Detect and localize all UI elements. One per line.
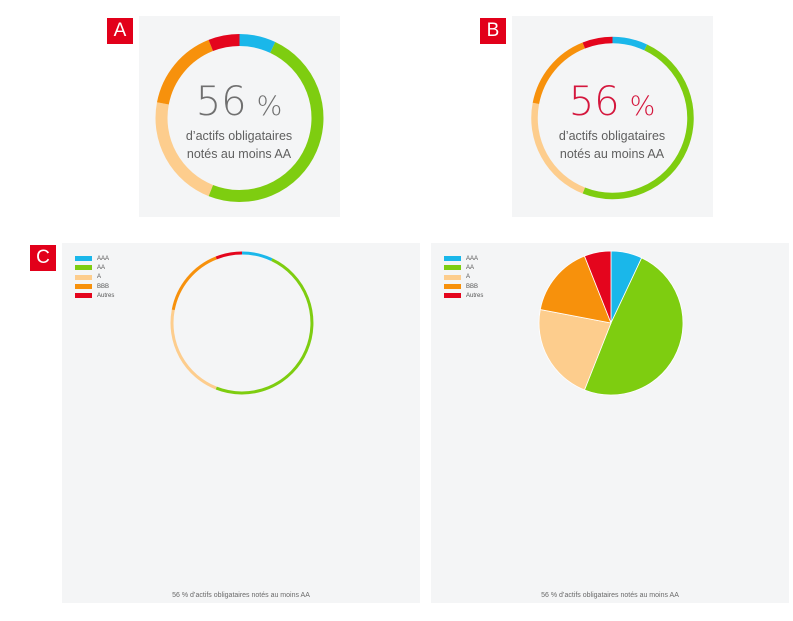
slice-bbb	[171, 256, 217, 311]
legend-item-a: A	[75, 273, 114, 282]
slice-aa	[215, 258, 314, 395]
label-c: C	[30, 245, 56, 271]
legend-swatch	[444, 293, 461, 299]
legend-label: BBB	[97, 283, 110, 290]
slice-autres	[208, 34, 240, 52]
legend-label: Autres	[466, 292, 484, 299]
legend-label: A	[97, 274, 102, 281]
legend-label: AA	[466, 264, 475, 271]
slice-aaa	[241, 251, 273, 262]
center-text-line-1: d’actifs obligataires	[559, 129, 665, 143]
legend-item-autres: Autres	[444, 291, 483, 300]
donut-panel-b: 56% d’actifs obligataires notés au moins…	[512, 16, 713, 217]
slice-aa	[208, 41, 324, 202]
legend-item-bbb: BBB	[75, 282, 114, 291]
slice-bbb	[539, 255, 612, 324]
chart-caption: 56 % d’actifs obligataires notés au moin…	[172, 592, 310, 599]
label-b: B	[480, 18, 506, 44]
legend-item-aaa: AAA	[444, 254, 483, 263]
legend-label: AAA	[466, 255, 479, 262]
legend-swatch	[444, 265, 461, 271]
slice-a	[531, 102, 586, 194]
legend-swatch	[75, 265, 92, 271]
legend-item-autres: Autres	[75, 291, 114, 300]
ring-panel: AAA AA A BBB Autres 56 % d’actifs obligatair…	[62, 243, 420, 603]
slice-autres	[215, 251, 243, 260]
legend-item-aaa: AAA	[75, 254, 114, 263]
slice-autres	[582, 36, 613, 49]
pie-slices	[538, 250, 684, 396]
slice-a	[170, 309, 217, 390]
pie-chart	[538, 250, 684, 396]
slice-aa	[583, 257, 684, 396]
legend-swatch	[444, 274, 461, 280]
donut-chart-b: 56% d’actifs obligataires notés au moins…	[531, 36, 694, 200]
legend-swatch	[75, 256, 92, 262]
slice-aaa	[612, 36, 648, 51]
center-text-line-1: d’actifs obligataires	[186, 129, 292, 143]
slice-bbb	[532, 42, 586, 105]
donut-slices	[155, 34, 324, 202]
legend-label: A	[466, 274, 471, 281]
legend-item-aa: AA	[75, 263, 114, 272]
donut-chart-a: 56% d’actifs obligataires notés au moins…	[155, 34, 324, 202]
legend-item-bbb: BBB	[444, 282, 483, 291]
slice-aa	[582, 44, 694, 200]
legend-label: BBB	[466, 283, 479, 290]
legend-label: Autres	[97, 292, 115, 299]
center-text-line-2: notés au moins AA	[187, 147, 292, 161]
donut-panel-a: 56% d’actifs obligataires notés au moins…	[139, 16, 340, 217]
pie-panel: AAA AA A BBB Autres 56 % d’actifs obligatair…	[431, 243, 789, 603]
donut-slices	[531, 36, 694, 200]
slice-aaa	[239, 34, 276, 53]
legend-item-a: A	[444, 273, 483, 282]
ring-chart	[170, 251, 314, 395]
center-value: 56%	[196, 79, 283, 125]
center-text-line-2: notés au moins AA	[560, 147, 665, 161]
legend-swatch	[444, 256, 461, 262]
legend-swatch	[75, 293, 92, 299]
legend-label: AA	[97, 264, 106, 271]
legend-swatch	[75, 274, 92, 280]
legend-label: AAA	[97, 255, 110, 262]
legend: AAA AA A BBB Autres	[444, 254, 483, 300]
ring-slices	[170, 251, 314, 395]
legend-swatch	[444, 284, 461, 290]
center-value: 56%	[569, 79, 656, 125]
label-a: A	[107, 18, 133, 44]
chart-caption: 56 % d’actifs obligataires notés au moin…	[541, 592, 679, 599]
slice-a	[538, 309, 612, 391]
legend-item-aa: AA	[444, 263, 483, 272]
slice-a	[155, 102, 214, 197]
legend: AAA AA A BBB Autres	[75, 254, 114, 300]
slice-autres	[583, 250, 612, 324]
slice-bbb	[156, 39, 214, 105]
legend-swatch	[75, 284, 92, 290]
